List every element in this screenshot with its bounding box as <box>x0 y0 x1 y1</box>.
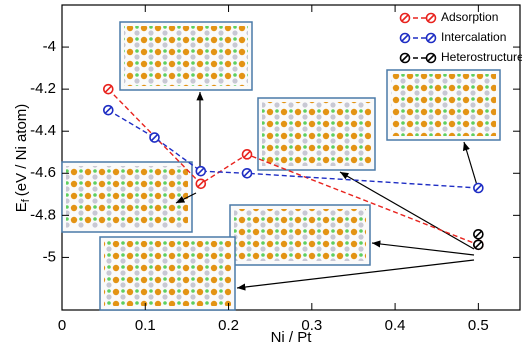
arrow <box>175 192 197 204</box>
inset-image <box>391 74 496 136</box>
marker <box>195 178 207 190</box>
marker-hatch <box>197 180 205 188</box>
y-label-subscript: f <box>20 198 32 202</box>
inset-image <box>124 26 248 86</box>
structure-insets <box>61 21 501 311</box>
marker-hatch <box>243 169 251 177</box>
marker <box>473 228 484 240</box>
marker <box>195 165 207 177</box>
arrow <box>236 259 475 291</box>
x-tick-label: 0.2 <box>218 317 239 334</box>
y-tick-label: -4.8 <box>30 206 56 223</box>
legend-marker-hatch <box>401 54 409 62</box>
legend-label: Adsorption <box>441 10 498 24</box>
legend-marker-hatch <box>401 14 409 22</box>
marker-hatch <box>243 150 251 158</box>
legend-marker-hatch <box>427 34 435 42</box>
marker <box>473 182 484 194</box>
inset-image <box>234 209 366 261</box>
marker <box>241 167 253 179</box>
y-tick-label: -4 <box>43 38 56 55</box>
legend-label: Intercalation <box>441 30 506 44</box>
marker <box>473 239 484 251</box>
x-axis-label: Ni / Pt <box>271 329 313 346</box>
inset-image <box>66 166 188 228</box>
marker-hatch <box>474 184 482 192</box>
marker <box>241 149 253 160</box>
inset-image <box>104 241 231 306</box>
marker-hatch <box>104 106 112 114</box>
y-label-symbol: E <box>13 202 30 212</box>
marker-hatch <box>150 133 159 142</box>
plot-frame <box>61 4 521 311</box>
series-line <box>107 109 479 189</box>
y-label-unit: (eV / Ni atom) <box>13 104 30 197</box>
x-tick-label: 0.4 <box>385 317 406 334</box>
arrow <box>371 240 475 256</box>
x-tick-label: 0.5 <box>468 317 489 334</box>
inset-image <box>262 102 371 166</box>
legend-marker-hatch <box>427 14 435 22</box>
marker <box>102 83 114 95</box>
y-tick-label: -4.4 <box>30 122 56 139</box>
y-tick-label: -5 <box>43 248 56 265</box>
y-tick-label: -4.6 <box>30 164 56 181</box>
marker-hatch <box>474 241 482 249</box>
marker-hatch <box>197 167 205 175</box>
x-tick-label: 0 <box>58 317 66 334</box>
marker <box>149 132 160 143</box>
y-axis-label: Ef(eV / Ni atom) <box>13 104 32 213</box>
x-tick-label: 0.3 <box>301 317 322 334</box>
arrow <box>339 171 475 250</box>
marker-hatch <box>474 230 482 238</box>
legend-marker-hatch <box>427 54 435 62</box>
x-tick-label: 0.1 <box>135 317 156 334</box>
marker <box>102 104 114 116</box>
legend-marker-hatch <box>401 34 409 42</box>
legend-label: Heterostructure <box>441 50 522 64</box>
y-tick-label: -4.2 <box>30 80 56 97</box>
marker-hatch <box>104 85 112 93</box>
